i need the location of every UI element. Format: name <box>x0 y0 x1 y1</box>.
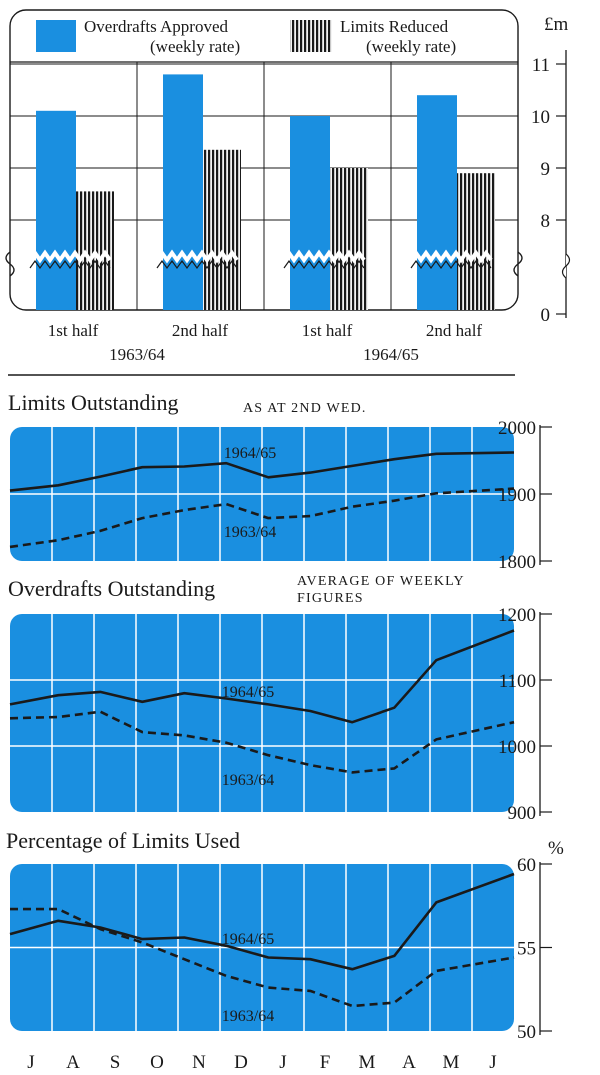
frame-break-right <box>513 251 523 277</box>
axis-break-marker <box>156 259 238 270</box>
category-label: 2nd half <box>172 321 229 340</box>
panel-title: Limits Outstanding <box>8 390 179 415</box>
line-y-tick-label: 60 <box>517 855 536 876</box>
series-label-1964-65: 1964/65 <box>224 445 276 462</box>
month-label: J <box>489 1052 496 1073</box>
line-y-tick-label: 1100 <box>499 671 536 692</box>
category-label: 2nd half <box>426 321 483 340</box>
panel-note: AVERAGE OF WEEKLY FIGURES <box>297 574 465 606</box>
panel-title: Overdrafts Outstanding <box>8 576 215 601</box>
bar-y-tick-label: 11 <box>532 55 550 76</box>
axis-break-marker <box>282 249 366 264</box>
bar-unit-label: £m <box>544 14 569 35</box>
series-line-1964-65 <box>9 451 515 492</box>
axis-break-marker <box>409 249 493 264</box>
bar-overdrafts-approved <box>36 110 76 310</box>
axis-break-marker <box>410 259 492 270</box>
month-label: O <box>150 1052 164 1073</box>
axis-break-marker <box>283 259 365 270</box>
year-group-label: 1963/64 <box>109 345 165 364</box>
panel-note: AS AT 2ND WED. <box>243 401 367 416</box>
bar-limits-reduced <box>330 168 368 310</box>
series-line-1964-65 <box>9 629 515 724</box>
bar-overdrafts-approved <box>417 95 457 310</box>
legend-sublabel-overdrafts-approved: (weekly rate) <box>150 37 240 56</box>
month-label: F <box>320 1052 331 1073</box>
bar-overdrafts-approved <box>290 116 330 310</box>
series-line-1964-65 <box>9 872 515 971</box>
month-label: J <box>27 1052 34 1073</box>
year-group-label: 1964/65 <box>363 345 419 364</box>
axis-break-marker <box>28 249 112 264</box>
series-line-1963-64 <box>9 487 515 549</box>
line-y-tick-label: 1900 <box>498 485 536 506</box>
month-label: A <box>66 1052 80 1073</box>
legend-label-overdrafts-approved: Overdrafts Approved <box>84 17 228 36</box>
series-label-1963-64: 1963/64 <box>224 524 276 541</box>
bar-y-tick-label: 10 <box>531 107 550 128</box>
month-label: M <box>443 1052 460 1073</box>
line-y-tick-label: 50 <box>517 1022 536 1043</box>
bar-y-tick-label: 8 <box>541 211 551 232</box>
category-label: 1st half <box>302 321 353 340</box>
axis-break-marker <box>155 249 239 264</box>
category-label: 1st half <box>48 321 99 340</box>
bar-y-tick-label: 0 <box>541 305 551 326</box>
bar-limits-reduced <box>457 173 495 310</box>
month-label: A <box>402 1052 416 1073</box>
legend-label-limits-reduced: Limits Reduced <box>340 17 449 36</box>
month-label: D <box>234 1052 248 1073</box>
month-label: N <box>192 1052 206 1073</box>
month-label: S <box>110 1052 121 1073</box>
bar-overdrafts-approved <box>163 74 203 311</box>
line-y-tick-label: 55 <box>517 939 536 960</box>
month-label: M <box>359 1052 376 1073</box>
frame-break-left <box>5 251 15 277</box>
series-label-1964-65: 1964/65 <box>222 931 274 948</box>
line-y-tick-label: 900 <box>508 803 537 824</box>
bar-y-axis-break <box>561 253 571 279</box>
series-label-1964-65: 1964/65 <box>222 684 274 701</box>
line-y-tick-label: 2000 <box>498 418 536 439</box>
panel-title: Percentage of Limits Used <box>6 828 240 853</box>
series-label-1963-64: 1963/64 <box>222 772 274 789</box>
bar-limits-reduced <box>203 149 241 310</box>
line-y-tick-label: 1200 <box>498 605 536 626</box>
percent-unit-label: % <box>548 838 564 859</box>
legend-sublabel-limits-reduced: (weekly rate) <box>366 37 456 56</box>
axis-break-marker <box>29 259 111 270</box>
series-label-1963-64: 1963/64 <box>222 1008 274 1025</box>
month-label: J <box>279 1052 286 1073</box>
line-y-tick-label: 1000 <box>498 737 536 758</box>
legend-swatch-overdrafts-approved <box>36 20 76 52</box>
line-y-tick-label: 1800 <box>498 552 536 573</box>
legend-swatch-limits-reduced <box>290 20 332 52</box>
series-line-1963-64 <box>9 710 515 774</box>
bar-y-tick-label: 9 <box>541 159 551 180</box>
series-line-1963-64 <box>10 907 515 1008</box>
